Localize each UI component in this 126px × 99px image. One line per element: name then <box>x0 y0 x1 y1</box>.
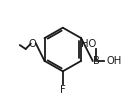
Text: HO: HO <box>81 39 96 49</box>
Text: O: O <box>29 39 37 49</box>
Text: B: B <box>93 56 99 66</box>
Text: F: F <box>60 85 66 95</box>
Text: OH: OH <box>107 56 122 66</box>
